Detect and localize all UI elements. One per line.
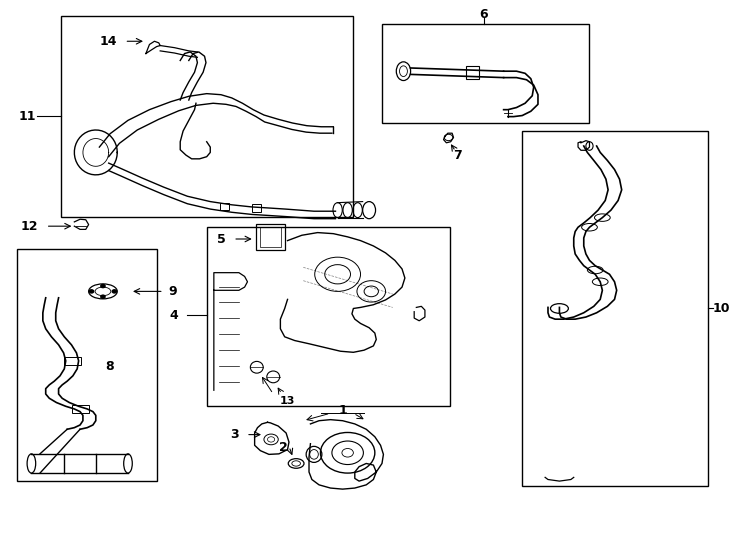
Bar — [207, 227, 450, 406]
Text: 13: 13 — [280, 396, 295, 406]
Bar — [522, 131, 708, 487]
Text: 14: 14 — [100, 35, 117, 48]
Bar — [466, 66, 479, 79]
Bar — [220, 202, 229, 210]
Text: 7: 7 — [453, 148, 462, 161]
Bar — [72, 404, 90, 413]
Bar — [382, 24, 589, 123]
Circle shape — [112, 290, 117, 293]
Bar — [252, 204, 261, 212]
Text: 3: 3 — [230, 428, 239, 441]
Text: 10: 10 — [713, 302, 730, 315]
Text: 12: 12 — [21, 220, 38, 233]
Text: 2: 2 — [279, 441, 288, 454]
Text: 4: 4 — [170, 309, 178, 322]
Text: 8: 8 — [105, 360, 114, 373]
Text: 9: 9 — [169, 285, 178, 298]
Text: 6: 6 — [479, 8, 488, 21]
Bar — [17, 248, 156, 481]
Circle shape — [90, 290, 94, 293]
Text: 11: 11 — [18, 110, 36, 123]
Text: 5: 5 — [217, 233, 226, 246]
Circle shape — [101, 285, 105, 288]
Bar — [256, 224, 285, 249]
Text: 1: 1 — [338, 403, 347, 416]
Bar — [62, 16, 353, 217]
Bar — [64, 356, 81, 365]
Circle shape — [101, 295, 105, 298]
Bar — [260, 227, 281, 247]
